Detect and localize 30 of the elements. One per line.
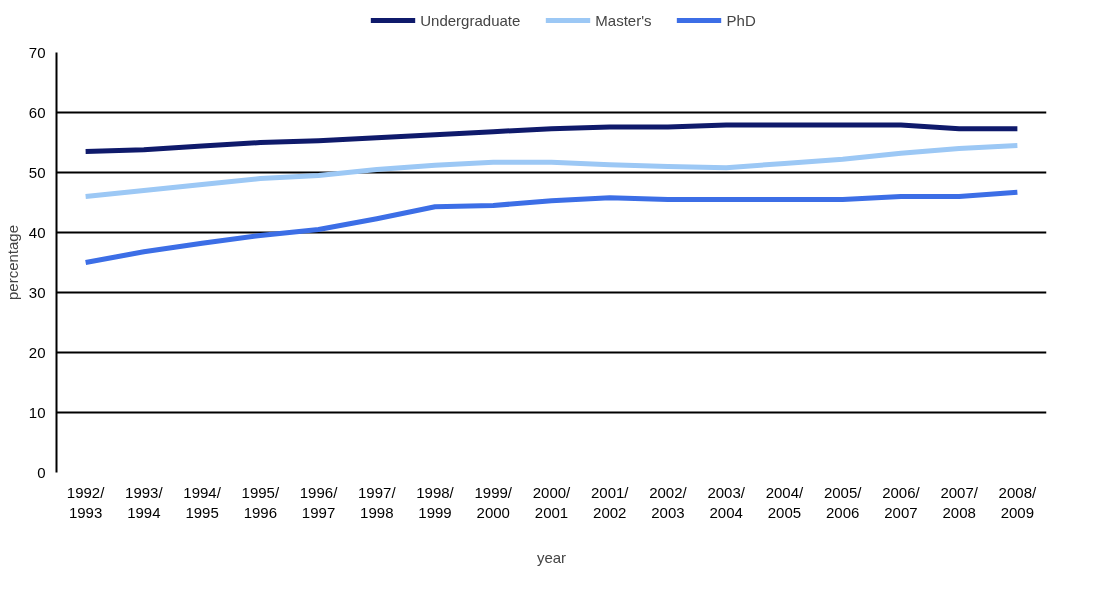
x-tick-label: 2003/ 2004 (707, 483, 746, 521)
x-tick-label: 2005/ 2006 (823, 483, 863, 521)
y-tick-label: 0 (37, 463, 46, 481)
x-tick-label: 1993/ 1994 (125, 483, 164, 521)
x-tick-label: 1999/ 2000 (474, 483, 513, 521)
x-tick-label: 2002/ 2003 (649, 483, 688, 521)
y-tick-label: 10 (28, 403, 46, 421)
x-tick-label: 2008/ 2009 (998, 483, 1037, 521)
y-tick-label: 30 (28, 283, 46, 301)
legend-label: Undergraduate (420, 11, 521, 29)
x-tick-label: 2007/ 2008 (940, 483, 979, 521)
y-axis-title: percentage (3, 224, 21, 301)
x-tick-label: 2000/ 2001 (532, 483, 572, 521)
x-tick-label: 2001/ 2002 (590, 483, 630, 521)
legend-label: Master's (595, 11, 652, 29)
x-tick-label: 2004/ 2005 (765, 483, 805, 521)
x-tick-label: 1992/ 1993 (66, 483, 106, 521)
x-tick-label: 2006/ 2007 (882, 483, 921, 521)
x-tick-label: 1996/ 1997 (299, 483, 339, 521)
y-tick-label: 20 (28, 343, 46, 361)
y-tick-label: 40 (28, 223, 46, 241)
x-tick-label: 1998/ 1999 (416, 483, 455, 521)
y-tick-label: 50 (28, 163, 46, 181)
x-tick-label: 1994/ 1995 (183, 483, 222, 521)
x-axis-title: year (536, 548, 567, 566)
x-tick-label: 1995/ 1996 (241, 483, 280, 521)
x-tick-label: 1997/ 1998 (358, 483, 397, 521)
legend-label: PhD (726, 11, 756, 29)
y-tick-label: 70 (28, 43, 46, 61)
y-tick-label: 60 (28, 103, 46, 121)
